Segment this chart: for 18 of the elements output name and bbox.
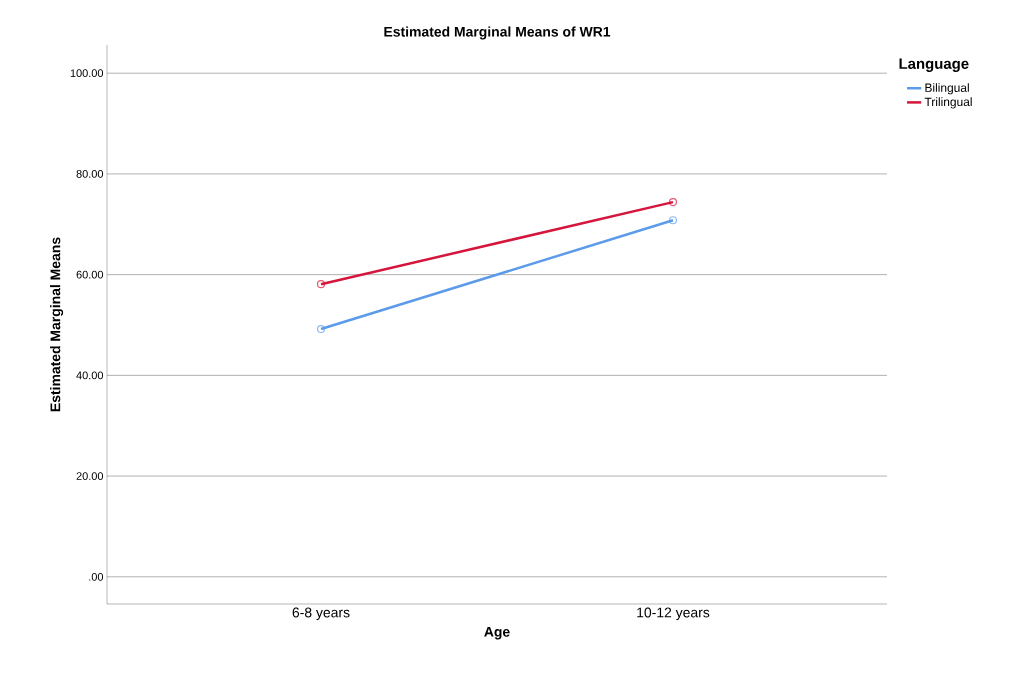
y-tick-label: .00 bbox=[89, 572, 104, 581]
y-axis-title: Estimated Marginal Means bbox=[50, 237, 64, 412]
y-tick-label: 80.00 bbox=[76, 170, 104, 178]
x-tick-label: 10-12 years bbox=[637, 607, 710, 621]
legend-title: Language bbox=[899, 58, 969, 72]
point bbox=[668, 198, 678, 207]
point bbox=[668, 216, 678, 225]
y-tick-label: 20.00 bbox=[76, 472, 104, 480]
x-axis-title: Age bbox=[484, 627, 510, 640]
point bbox=[316, 324, 326, 334]
legend-label: Trilingual bbox=[924, 97, 972, 109]
chart-title: Estimated Marginal Means of WR1 bbox=[384, 26, 611, 40]
y-tick-label: 40.00 bbox=[76, 371, 104, 380]
y-tick-label: 60.00 bbox=[76, 270, 104, 279]
x-tick-label: 6-8 years bbox=[292, 607, 350, 621]
legend-label: Bilingual bbox=[925, 83, 969, 95]
point bbox=[316, 280, 326, 289]
y-tick-label: 100.00 bbox=[70, 69, 104, 78]
